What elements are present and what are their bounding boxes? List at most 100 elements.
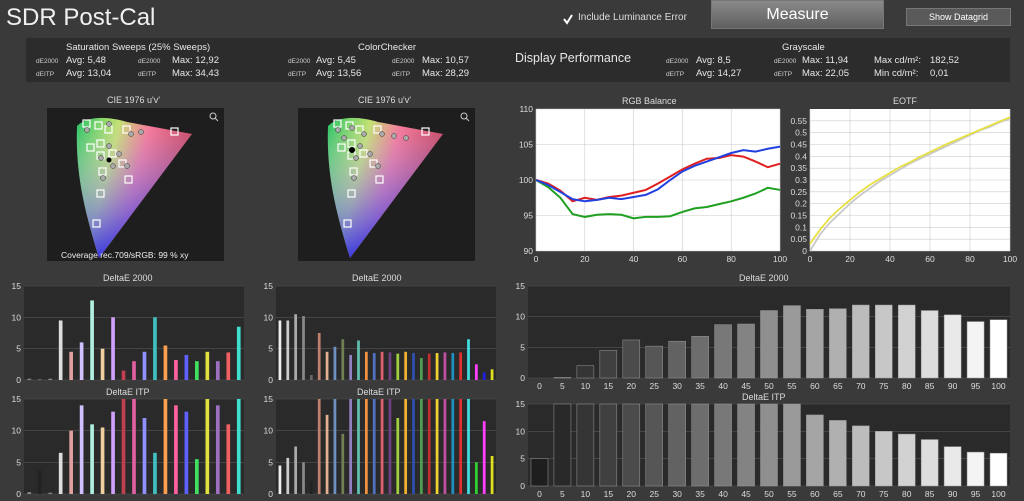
bar [829,420,847,487]
y-tick-label: 0.5 [795,128,807,138]
bar [302,462,305,494]
y-tick-label: 0.05 [790,234,807,244]
y-tick-label: 0 [16,375,21,384]
bar [184,354,189,380]
display-performance-label: Display Performance [515,51,632,65]
bar [349,354,353,380]
include-luminance-label: Include Luminance Error [578,12,687,23]
x-tick-label: 50 [764,381,774,391]
bar [875,304,893,379]
y-tick-label: 105 [519,140,533,150]
bar [48,378,53,380]
y-tick-label: 15 [516,283,526,291]
bar [58,452,63,494]
x-tick-label: 10 [581,489,591,499]
bar [205,399,210,494]
x-tick-label: 20 [845,254,855,264]
x-tick-label: 85 [925,489,935,499]
measure-button[interactable]: Measure [711,0,884,29]
bar [388,352,392,380]
bar [309,374,313,380]
stats-panel: Saturation Sweeps (25% Sweeps) dE2000 Av… [26,38,1010,82]
include-luminance-checkbox[interactable] [562,12,574,25]
bar [79,342,84,380]
x-tick-label: 5 [560,489,565,499]
bar [553,377,572,379]
x-tick-label: 15 [604,489,614,499]
cc-avg-de: Avg: 5,45 [316,55,356,66]
x-tick-label: 100 [1003,254,1017,264]
bar [163,345,168,380]
bar [920,439,939,487]
bar [467,399,470,494]
x-tick-label: 65 [833,381,843,391]
y-tick-label: 15 [12,283,22,291]
bar [132,361,136,380]
bar [783,403,801,487]
sat-title: Saturation Sweeps (25% Sweeps) [66,42,211,53]
y-tick-label: 5 [520,454,525,464]
bar [121,399,126,494]
x-tick-label: 95 [971,381,981,391]
bar [668,403,686,487]
bar [325,351,329,380]
bar [966,321,985,379]
x-tick-label: 40 [629,254,639,264]
x-tick-label: 95 [971,489,981,499]
bar [341,433,345,494]
x-tick-label: 20 [627,381,637,391]
cie-right-panel [298,108,475,261]
y-tick-label: 5 [268,457,273,467]
bar [325,414,329,494]
x-tick-label: 0 [537,489,542,499]
bar [333,346,337,380]
gs-itp-title: DeltaE ITP [742,392,786,402]
y-tick-label: 110 [519,106,533,114]
magnifier-icon[interactable] [209,112,219,122]
bar [153,317,157,380]
bar [714,324,732,379]
bar [236,399,241,494]
bar [286,320,290,380]
x-tick-label: 100 [773,254,787,264]
magnifier-icon[interactable] [460,112,470,122]
bar [490,456,494,494]
x-tick-label: 80 [902,381,912,391]
bar [920,310,939,379]
bar [419,358,423,380]
show-datagrid-button[interactable]: Show Datagrid [906,8,1011,26]
cc-deitp-label-2: dEITP [392,71,411,78]
x-tick-label: 75 [879,381,889,391]
bar [205,351,210,380]
x-tick-label: 35 [695,381,705,391]
bar [100,348,105,380]
bar [100,427,105,494]
x-tick-label: 70 [856,489,866,499]
x-tick-label: 80 [726,254,736,264]
bar [760,403,778,487]
gs-de-chart: 0 5 10 15 0 5 10 15 20 25 30 35 40 45 50 55 60 65 70 75 80 85… [516,283,1010,391]
bar [852,425,870,487]
y-tick-label: 5 [16,457,21,467]
x-tick-label: 100 [991,381,1005,391]
y-tick-label: 0.4 [795,151,807,161]
bar [404,351,408,380]
y-tick-label: 0 [520,481,525,491]
bar [294,446,298,494]
bar [226,352,231,380]
y-tick-label: 0 [268,489,273,498]
x-tick-label: 20 [627,489,637,499]
bar [668,340,686,379]
bar [737,323,755,379]
bar [142,351,147,380]
sat-deitp-label: dEITP [36,71,55,78]
bar [236,326,241,380]
bar [530,458,549,487]
bar [806,309,824,379]
cc-itp-title: DeltaE ITP [357,387,401,397]
y-tick-label: 90 [524,246,534,256]
x-tick-label: 25 [650,381,660,391]
bar [317,399,321,494]
bar [451,399,455,494]
bar [69,430,73,494]
